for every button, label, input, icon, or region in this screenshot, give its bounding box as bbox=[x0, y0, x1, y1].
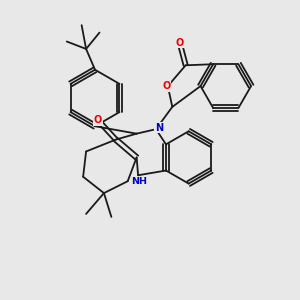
Text: N: N bbox=[155, 123, 163, 133]
Text: O: O bbox=[176, 38, 184, 48]
Text: O: O bbox=[94, 115, 102, 125]
Text: NH: NH bbox=[132, 177, 148, 186]
Text: O: O bbox=[162, 81, 170, 91]
